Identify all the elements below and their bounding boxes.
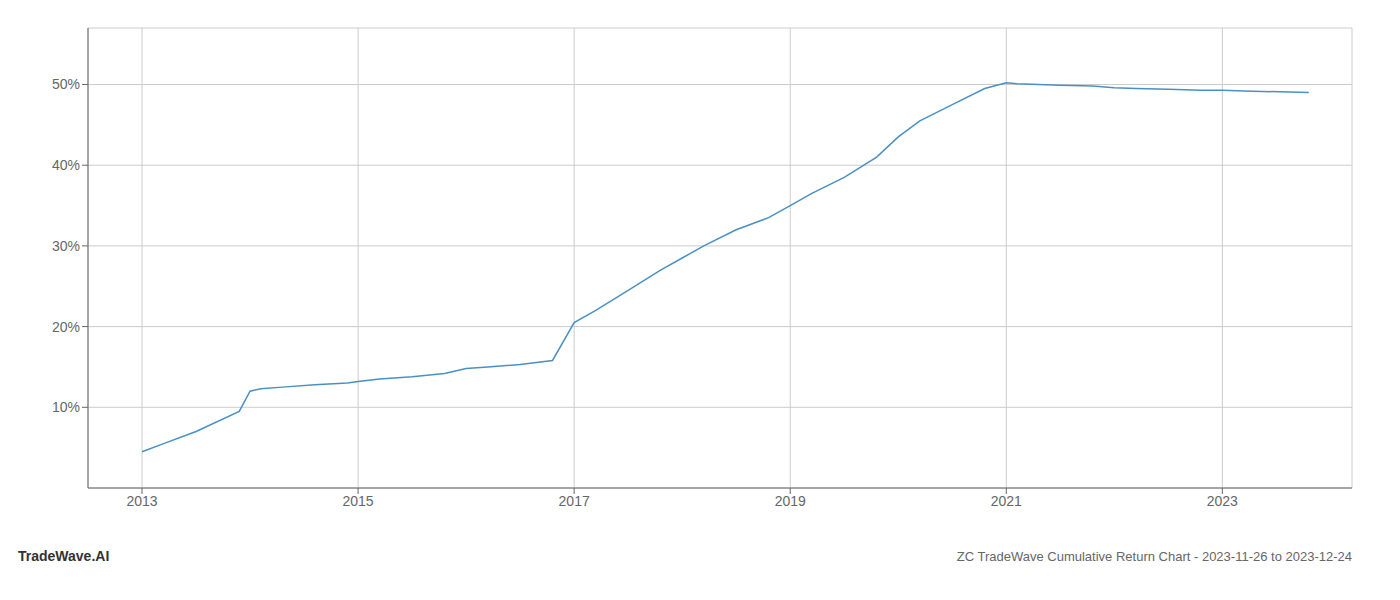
svg-text:30%: 30% <box>52 238 80 254</box>
html-text:ZC TradeWave Cumulative Return: ZC TradeWave Cumulative Return Chart - 2… <box>956 549 1352 564</box>
svg-text:2015: 2015 <box>343 493 374 509</box>
svg-text:2023: 2023 <box>1207 493 1238 509</box>
svg-text:2013: 2013 <box>126 493 157 509</box>
svg-text:2021: 2021 <box>991 493 1022 509</box>
svg-text:2017: 2017 <box>559 493 590 509</box>
svg-text:20%: 20% <box>52 319 80 335</box>
html-text:TradeWave.AI: TradeWave.AI <box>18 548 110 564</box>
svg-text:40%: 40% <box>52 157 80 173</box>
svg-text:10%: 10% <box>52 399 80 415</box>
svg-text:2019: 2019 <box>775 493 806 509</box>
svg-text:50%: 50% <box>52 76 80 92</box>
